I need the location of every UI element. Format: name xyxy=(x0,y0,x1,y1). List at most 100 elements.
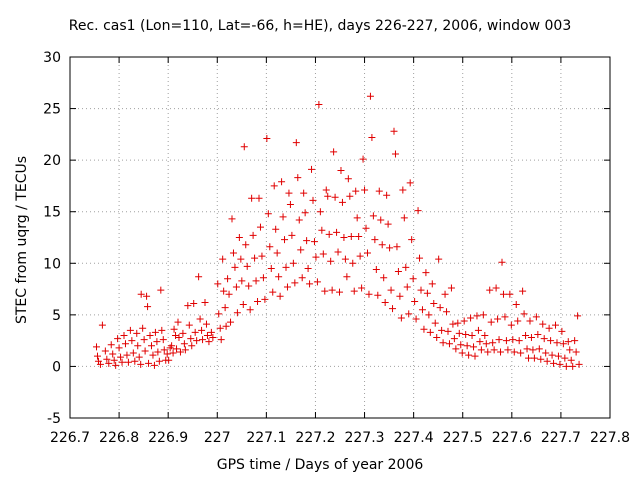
data-point xyxy=(114,335,122,343)
data-point xyxy=(144,303,152,311)
data-point xyxy=(321,287,329,295)
plot-frame xyxy=(69,56,611,419)
data-point xyxy=(515,337,523,345)
data-point xyxy=(195,273,203,281)
data-point xyxy=(291,279,299,287)
data-point xyxy=(205,338,213,346)
data-point xyxy=(319,250,327,258)
data-point xyxy=(350,287,358,295)
data-point xyxy=(423,289,431,297)
data-point xyxy=(202,320,210,328)
data-point xyxy=(566,346,574,354)
data-point xyxy=(369,212,377,220)
data-point xyxy=(137,290,145,298)
data-point xyxy=(561,354,569,362)
data-point xyxy=(120,331,128,339)
data-point xyxy=(501,313,509,321)
data-point xyxy=(343,273,351,281)
data-point xyxy=(149,351,157,359)
data-point xyxy=(535,345,543,353)
data-point xyxy=(176,348,184,356)
data-point xyxy=(408,236,416,244)
data-point xyxy=(520,310,528,318)
data-point xyxy=(467,314,475,322)
data-point xyxy=(465,351,473,359)
data-point xyxy=(558,327,566,335)
data-point xyxy=(179,329,187,337)
data-point xyxy=(266,243,274,251)
data-point xyxy=(477,346,485,354)
data-point xyxy=(454,319,462,327)
data-point xyxy=(239,301,247,309)
data-point xyxy=(110,356,118,364)
data-point xyxy=(232,283,240,291)
data-point xyxy=(140,336,148,344)
data-point xyxy=(530,354,538,362)
data-point xyxy=(303,237,311,245)
data-point xyxy=(431,319,439,327)
data-point xyxy=(371,236,379,244)
data-point xyxy=(273,249,281,257)
data-point xyxy=(396,292,404,300)
data-point xyxy=(455,329,463,337)
data-point xyxy=(248,194,256,202)
data-point xyxy=(190,300,198,308)
data-point xyxy=(569,362,577,370)
y-tick-label: 30 xyxy=(43,50,61,66)
data-point xyxy=(207,328,215,336)
data-point xyxy=(330,148,338,156)
data-point xyxy=(203,331,211,339)
data-point xyxy=(433,334,441,342)
data-point xyxy=(463,342,471,350)
data-point xyxy=(372,265,380,273)
data-point xyxy=(498,258,506,266)
data-point xyxy=(316,208,324,216)
data-point xyxy=(135,353,143,361)
data-point xyxy=(215,310,223,318)
data-point xyxy=(240,143,248,151)
data-point xyxy=(377,216,385,224)
data-point xyxy=(514,317,522,325)
data-point xyxy=(159,336,167,344)
data-point xyxy=(378,241,386,249)
data-point xyxy=(393,243,401,251)
y-tick-label: -5 xyxy=(47,411,61,427)
data-point xyxy=(337,166,345,174)
data-point xyxy=(499,290,507,298)
data-point xyxy=(384,220,392,228)
data-point xyxy=(292,139,300,147)
data-point xyxy=(158,326,166,334)
data-point xyxy=(389,305,397,313)
data-point xyxy=(175,334,183,342)
data-point xyxy=(289,259,297,267)
data-point xyxy=(400,214,408,222)
data-point xyxy=(502,337,510,345)
data-point xyxy=(184,302,192,310)
data-point xyxy=(468,331,476,339)
data-point xyxy=(375,187,383,195)
data-point xyxy=(295,216,303,224)
x-tick-label: 227.5 xyxy=(443,430,483,446)
data-point xyxy=(96,360,104,368)
data-point xyxy=(359,155,367,163)
data-point xyxy=(405,310,413,318)
data-point xyxy=(201,298,209,306)
data-point xyxy=(439,339,447,347)
data-point xyxy=(129,349,137,357)
data-point xyxy=(445,340,453,348)
data-point xyxy=(507,321,515,329)
data-point xyxy=(509,336,517,344)
data-point xyxy=(313,278,321,286)
data-point xyxy=(216,324,224,332)
data-point xyxy=(137,360,145,368)
data-point xyxy=(340,234,348,241)
data-point xyxy=(473,312,481,320)
x-tick-label: 227.8 xyxy=(590,430,630,446)
data-point xyxy=(506,290,514,298)
data-point xyxy=(123,351,131,359)
data-point xyxy=(121,340,129,348)
data-point xyxy=(243,262,251,270)
data-point xyxy=(476,338,484,346)
data-point xyxy=(107,341,115,349)
